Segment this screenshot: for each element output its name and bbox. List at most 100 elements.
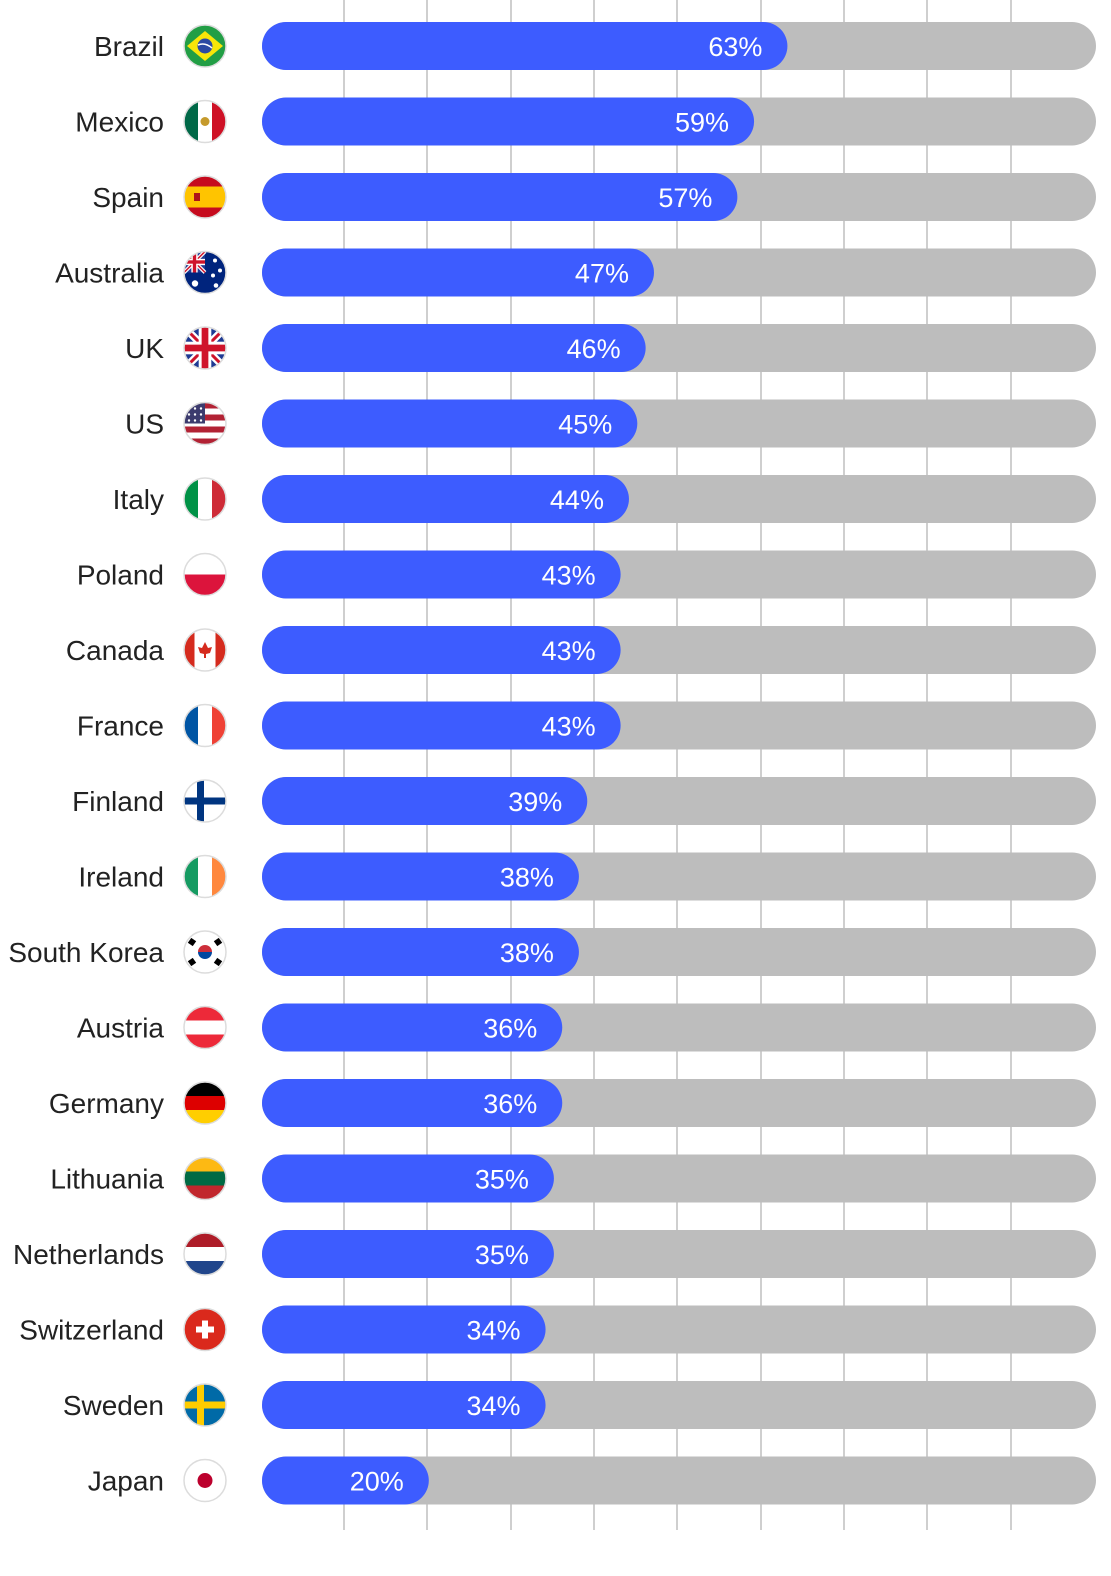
value-label: 35% [475,1165,529,1195]
canada-flag-icon [184,629,226,671]
value-label: 43% [542,712,596,742]
bar [262,852,579,901]
poland-flag-icon [184,553,226,596]
flag-border [183,703,227,748]
value-label: 39% [508,787,562,817]
value-label: 59% [675,108,729,138]
bar [262,928,579,976]
flag-border [183,1005,227,1050]
bar [262,777,588,825]
bar-row-canada: Canada 43% [66,626,1096,674]
value-label: 43% [542,561,596,591]
flag-border [183,326,227,370]
grid-lines [343,0,1012,1530]
country-label: Japan [88,1466,164,1497]
bar-row-finland: Finland 39% [72,777,1096,825]
country-label: Canada [66,635,165,666]
country-label: France [77,711,164,742]
flag-border [183,552,227,597]
flag-border [183,1232,227,1276]
country-label: UK [125,333,164,364]
bar [262,248,654,297]
value-label: 43% [542,636,596,666]
flag-border [183,175,227,219]
flag-border [183,779,227,823]
bar-row-france: France 43% [77,701,1096,750]
bar-row-spain: Spain 57% [92,173,1096,221]
country-label: Austria [77,1013,165,1044]
country-label: Spain [92,182,164,213]
bar [262,97,755,146]
bar-row-lithuania: Lithuania 35% [50,1154,1096,1203]
switzerland-flag-icon [184,1308,226,1351]
country-label: Finland [72,786,164,817]
bar-row-japan: Japan 20% [88,1456,1096,1505]
value-label: 36% [483,1089,537,1119]
spain-flag-icon [184,176,226,218]
bar-row-us: US 45% [125,399,1096,448]
flag-border [183,1383,227,1427]
chart-rows: Brazil 63% Mexico 59% Spain 57% Australia 47% UK… [8,22,1096,1505]
bar-row-ireland: Ireland 38% [78,852,1096,901]
bar-row-switzerland: Switzerland 34% [19,1305,1096,1354]
country-label: Netherlands [13,1239,164,1270]
bar-row-uk: UK 46% [125,324,1096,372]
value-label: 63% [708,32,762,62]
bar [262,1079,563,1127]
bar-track [262,1456,1096,1505]
value-label: 46% [567,334,621,364]
bar [262,701,621,750]
bar-row-australia: Australia 47% [55,248,1096,297]
value-label: 38% [500,863,554,893]
country-label: Germany [49,1088,164,1119]
bar [262,1381,546,1429]
country-label: Lithuania [50,1164,164,1195]
flag-border [183,477,227,521]
bar [262,1230,554,1278]
country-label: Ireland [78,862,164,893]
bar [262,324,646,372]
bar [262,1154,554,1203]
flag-border [183,1307,227,1352]
flag-border [183,99,227,144]
country-label: Sweden [63,1390,164,1421]
value-label: 44% [550,485,604,515]
bar [262,550,621,599]
flag-border [183,250,227,295]
country-label: Australia [55,258,164,289]
flag-border [183,854,227,899]
bar-row-italy: Italy 44% [113,475,1096,523]
country-label: Italy [113,484,164,515]
bar [262,475,629,523]
value-label: 57% [658,183,712,213]
country-label: Switzerland [19,1315,164,1346]
bar-row-mexico: Mexico 59% [75,97,1096,146]
japan-flag-icon [184,1459,226,1502]
bar-row-poland: Poland 43% [77,550,1096,599]
uk-flag-icon [184,327,226,369]
value-label: 20% [350,1467,404,1497]
bar-row-netherlands: Netherlands 35% [13,1230,1096,1278]
flag-border [183,1458,227,1503]
flag-border [183,930,227,974]
bar [262,173,738,221]
value-label: 34% [467,1391,521,1421]
flag-border [183,1156,227,1201]
brazil-flag-icon [184,25,226,67]
bar [262,1305,546,1354]
south-korea-flag-icon [184,931,226,973]
bar-row-germany: Germany 36% [49,1079,1096,1127]
bar [262,399,638,448]
bar-row-brazil: Brazil 63% [94,22,1096,70]
bar [262,626,621,674]
country-label: US [125,409,164,440]
flag-border [183,628,227,672]
value-label: 47% [575,259,629,289]
flag-border [183,401,227,446]
flag-border [183,24,227,68]
finland-flag-icon [184,780,226,822]
bar [262,1456,429,1505]
value-label: 36% [483,1014,537,1044]
value-label: 38% [500,938,554,968]
